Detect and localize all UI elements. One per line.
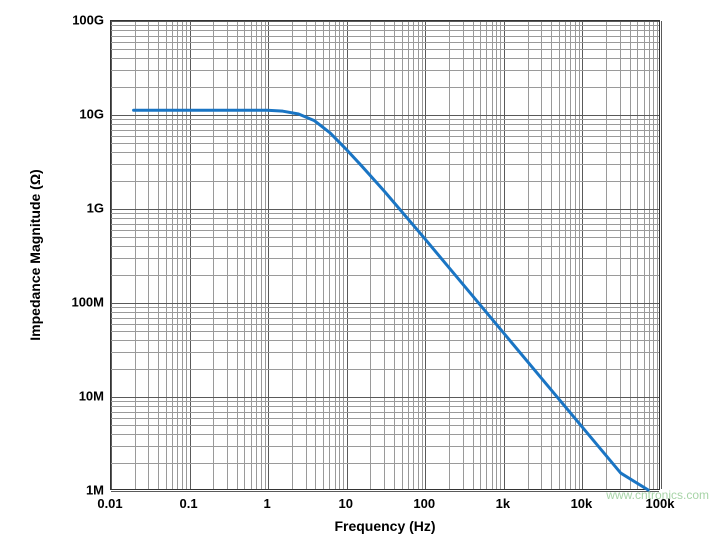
x-axis-label: Frequency (Hz) [334,518,435,534]
grid-minor-h [111,446,659,447]
grid-minor-h [111,246,659,247]
grid-major-h [111,21,659,22]
grid-minor-h [111,318,659,319]
grid-major-h [111,209,659,210]
grid-major-v [661,21,662,489]
grid-minor-h [111,42,659,43]
grid-minor-h [111,412,659,413]
grid-minor-h [111,230,659,231]
grid-minor-h [111,369,659,370]
x-tick-label: 10k [571,496,593,511]
grid-minor-h [111,237,659,238]
x-tick-label: 0.01 [97,496,122,511]
y-tick-label: 100G [72,13,104,28]
grid-major-h [111,303,659,304]
grid-minor-h [111,49,659,50]
grid-major-h [111,397,659,398]
grid-minor-h [111,70,659,71]
grid-minor-h [111,406,659,407]
grid-minor-h [111,401,659,402]
grid-minor-h [111,130,659,131]
grid-minor-h [111,119,659,120]
grid-minor-h [111,58,659,59]
plot-area [110,20,660,490]
x-tick-label: 0.1 [180,496,198,511]
grid-minor-h [111,224,659,225]
grid-minor-h [111,213,659,214]
y-tick-label: 100M [71,295,104,310]
y-tick-label: 1M [86,483,104,498]
grid-minor-h [111,218,659,219]
grid-minor-h [111,324,659,325]
grid-major-h [111,491,659,492]
grid-minor-h [111,124,659,125]
grid-minor-h [111,352,659,353]
grid-minor-h [111,307,659,308]
watermark: www.cntronics.com [606,488,709,502]
y-tick-label: 1G [87,201,104,216]
grid-minor-h [111,181,659,182]
grid-minor-h [111,30,659,31]
grid-minor-h [111,275,659,276]
grid-minor-h [111,418,659,419]
x-tick-label: 1k [496,496,510,511]
grid-major-h [111,115,659,116]
grid-minor-h [111,87,659,88]
impedance-chart: 0.010.11101001k10k100k1M10M100M1G10G100G… [0,0,717,560]
grid-minor-h [111,136,659,137]
grid-minor-h [111,25,659,26]
grid-minor-h [111,143,659,144]
grid-minor-h [111,258,659,259]
grid-minor-h [111,152,659,153]
x-tick-label: 10 [338,496,352,511]
grid-minor-h [111,434,659,435]
grid-minor-h [111,312,659,313]
grid-minor-h [111,36,659,37]
x-tick-label: 1 [264,496,271,511]
y-tick-label: 10M [79,389,104,404]
grid-minor-h [111,340,659,341]
grid-minor-h [111,425,659,426]
x-tick-label: 100 [413,496,435,511]
grid-minor-h [111,331,659,332]
grid-minor-h [111,463,659,464]
y-tick-label: 10G [79,107,104,122]
grid-minor-h [111,164,659,165]
y-axis-label: Impedance Magnitude (Ω) [27,169,43,340]
